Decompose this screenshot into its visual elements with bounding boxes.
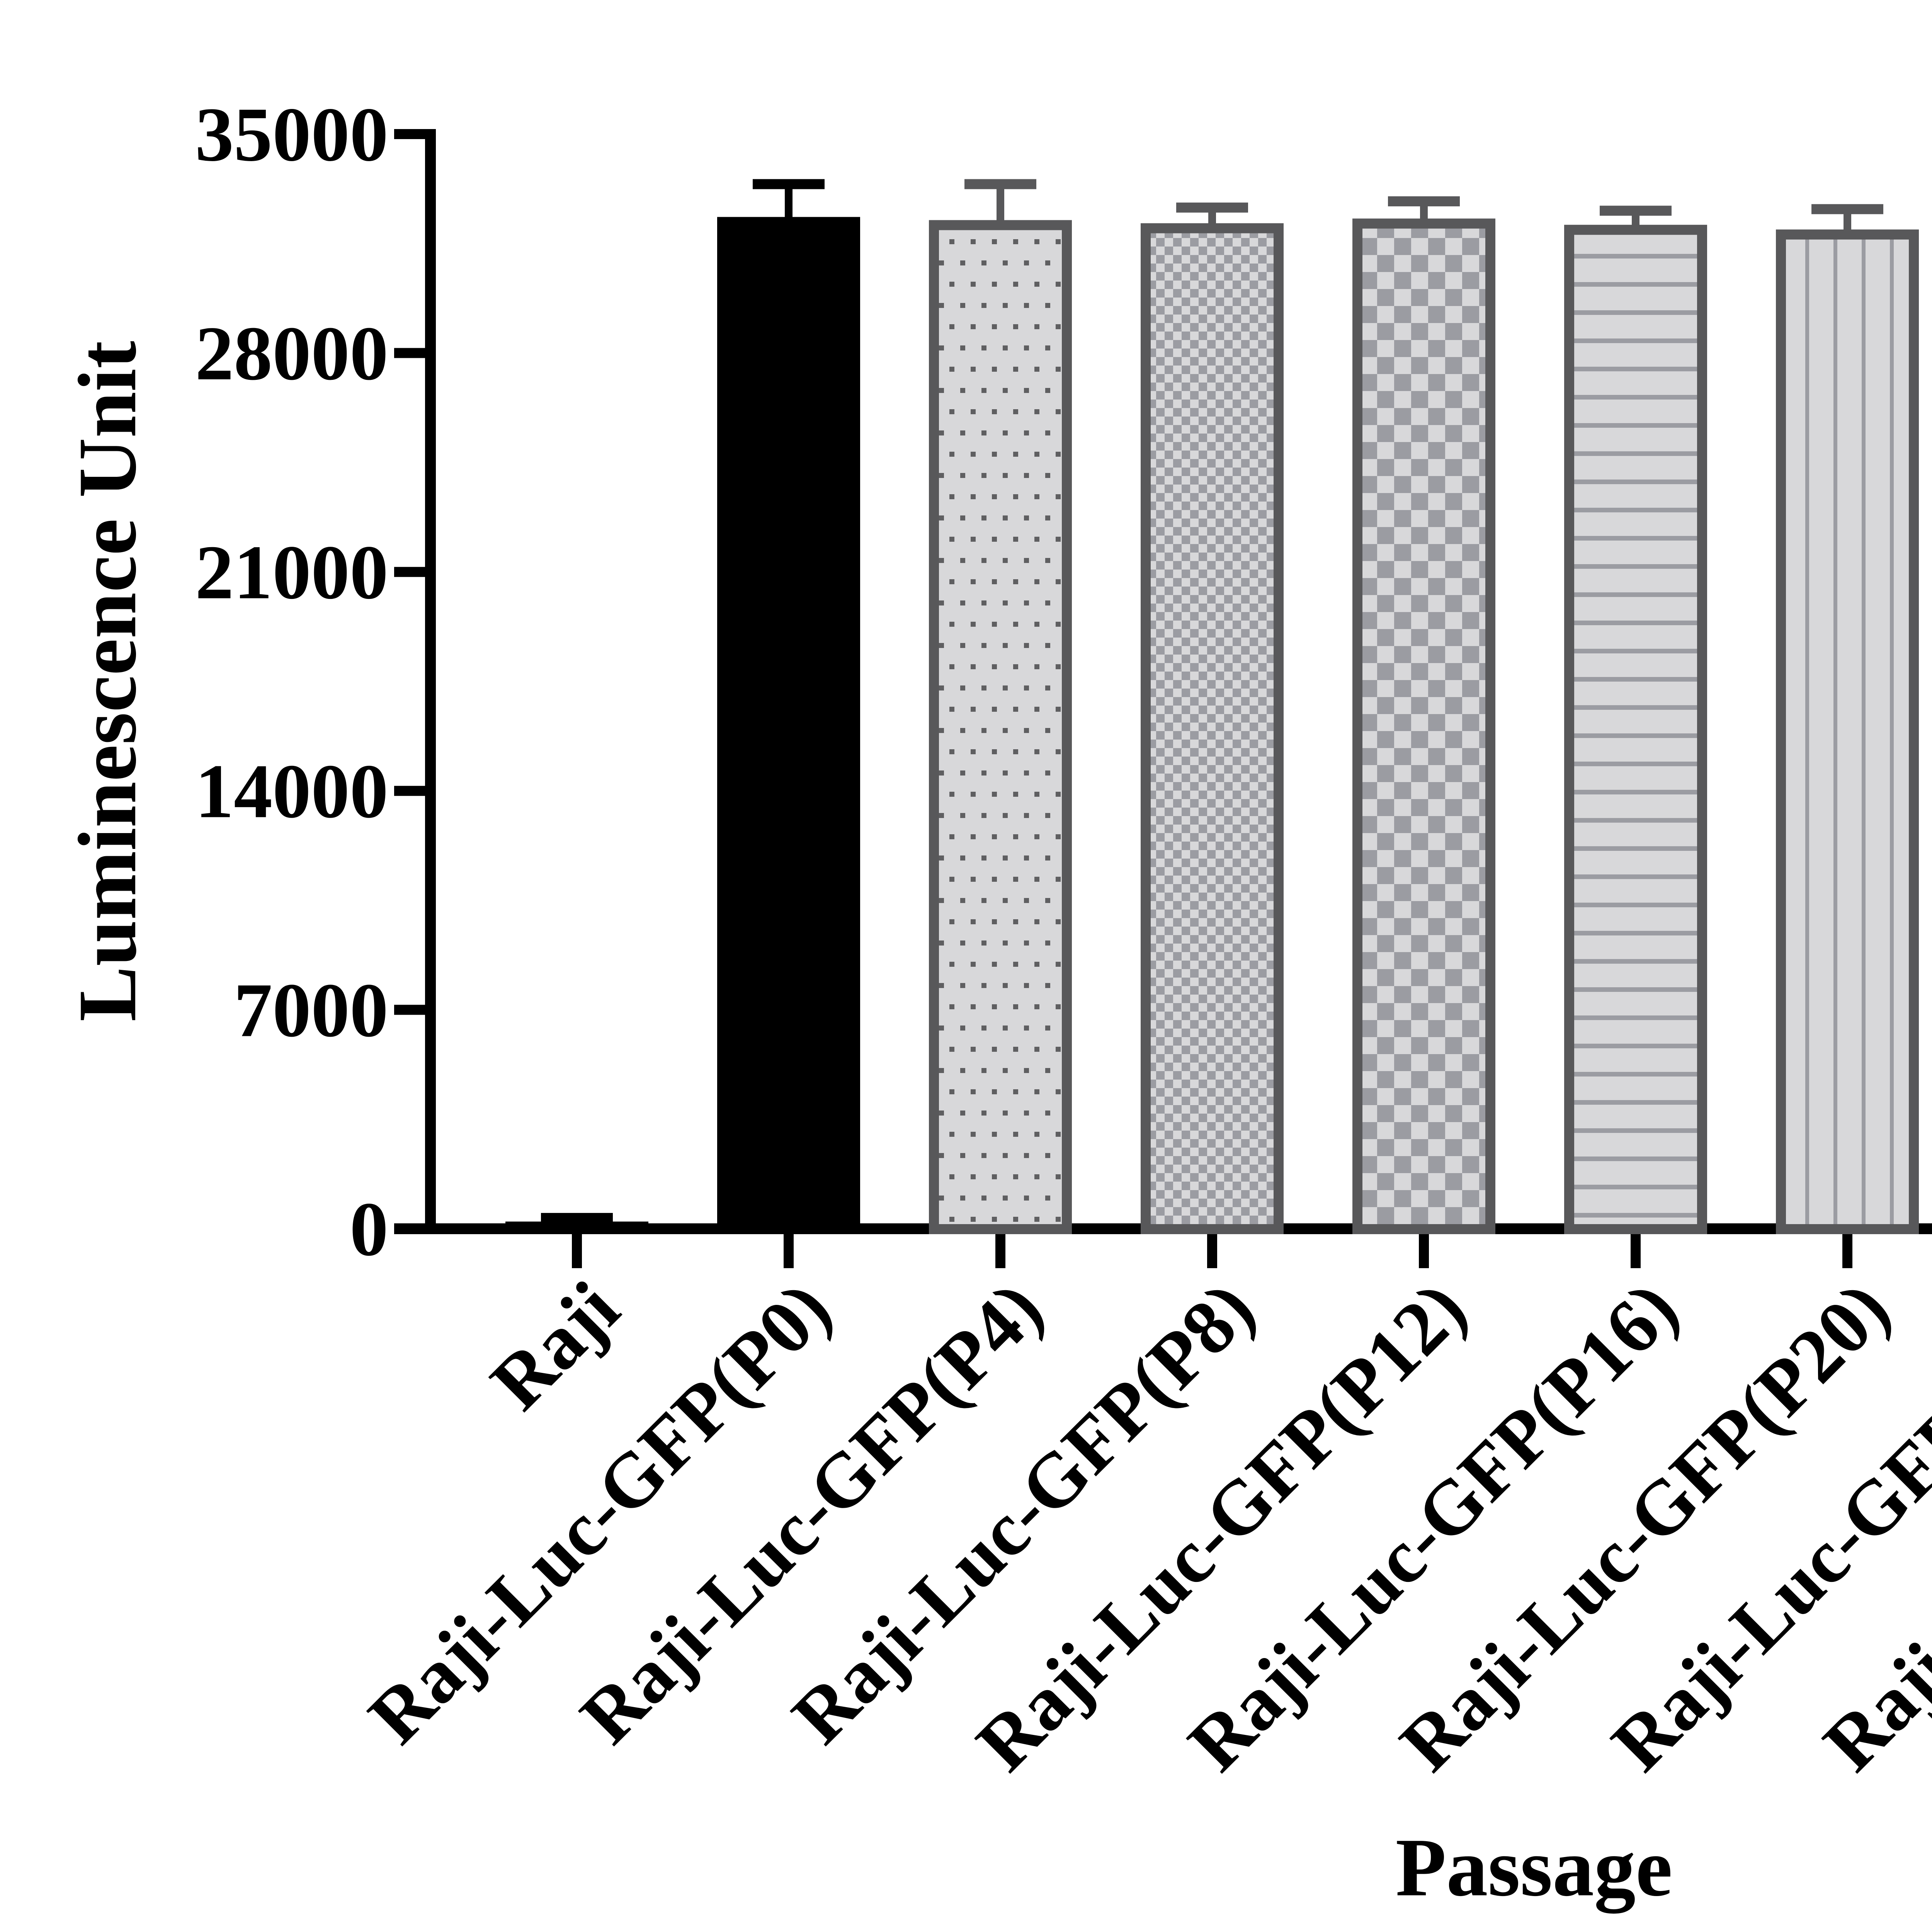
bar [1352,218,1495,1235]
x-tick [784,1234,794,1268]
x-tick [1207,1234,1217,1268]
x-tick [572,1234,582,1268]
error-bar-cap [541,1213,613,1223]
y-axis-line [425,129,436,1234]
bar [1564,224,1707,1234]
error-bar-cap [1388,196,1460,207]
error-bar-cap [1811,204,1883,214]
bar [1141,223,1284,1234]
bar [717,217,860,1235]
y-tick-label: 35000 [195,92,388,177]
x-tick [995,1234,1005,1268]
x-tick [1631,1234,1641,1268]
bar [929,220,1072,1235]
error-bar-cap [964,179,1036,189]
x-axis-title: Passage [1396,1821,1673,1913]
bar [1776,229,1919,1234]
y-tick-label: 7000 [234,968,388,1053]
y-tick-label: 14000 [195,749,388,834]
plot-area: 0700014000210002800035000RajiRaji-Luc-GF… [195,92,1932,1787]
bar [505,1221,648,1234]
y-tick-label: 28000 [195,311,388,396]
error-bar-cap [753,179,825,189]
y-tick-label: 0 [350,1187,388,1272]
x-tick-label: Raji [475,1265,636,1426]
error-bar-cap [1176,202,1248,213]
x-tick [1842,1234,1852,1268]
y-tick-label: 21000 [195,530,388,615]
error-bar-cap [1600,206,1672,216]
x-tick [1419,1234,1429,1268]
y-axis-title: Luminescence Unit [61,341,153,1022]
